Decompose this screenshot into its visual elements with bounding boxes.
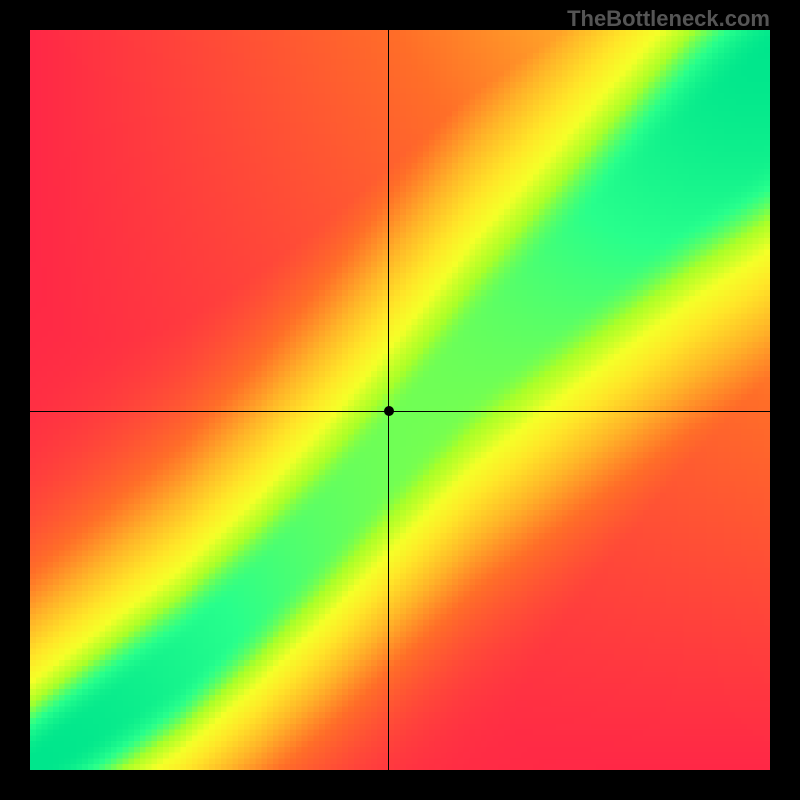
watermark-text: TheBottleneck.com	[567, 6, 770, 32]
heatmap-canvas	[30, 30, 770, 770]
crosshair-vertical	[388, 30, 389, 770]
plot-area	[30, 30, 770, 770]
chart-container: TheBottleneck.com	[0, 0, 800, 800]
crosshair-marker	[384, 406, 394, 416]
crosshair-horizontal	[30, 411, 770, 412]
